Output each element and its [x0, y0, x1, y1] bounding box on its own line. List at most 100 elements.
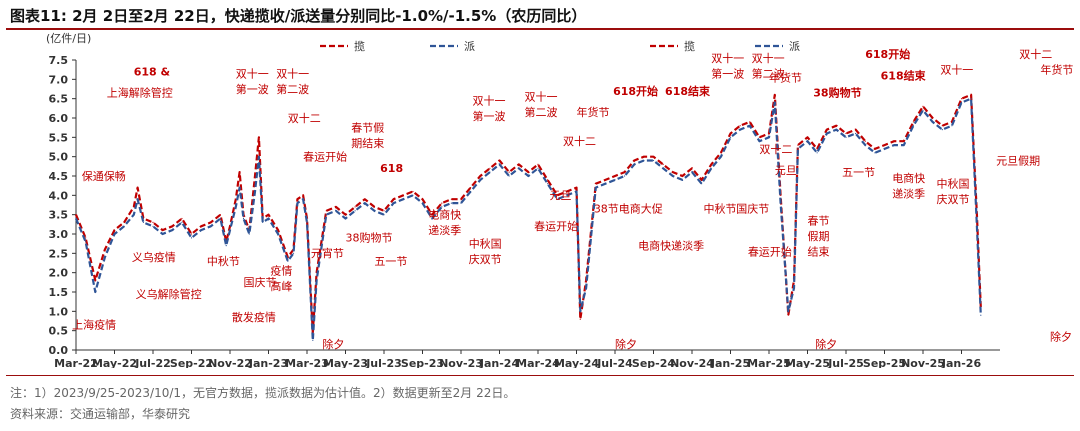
data-point	[595, 183, 597, 185]
data-point	[793, 287, 795, 289]
x-tick-label: Mar-22	[54, 357, 98, 368]
data-point	[229, 229, 231, 231]
data-point	[302, 194, 304, 196]
data-point	[739, 125, 741, 127]
data-point	[941, 129, 943, 131]
chart-annotation: 假期	[808, 229, 830, 243]
data-point	[729, 136, 732, 138]
chart-annotation: 电商快递淡季	[638, 238, 704, 252]
data-point	[219, 217, 221, 220]
data-point	[893, 140, 895, 142]
data-point	[479, 179, 481, 181]
data-point	[758, 136, 761, 138]
data-point	[691, 167, 693, 169]
data-point	[210, 221, 212, 223]
data-point	[137, 187, 139, 189]
chart-annotation: 除夕	[322, 337, 344, 351]
data-point	[566, 194, 568, 196]
chart-annotation: 38节电商大促	[594, 202, 663, 216]
chart-annotation: 双十二	[759, 142, 792, 156]
data-point	[826, 129, 828, 131]
chart-note: 注：1）2023/9/25-2023/10/1，无官方数据，揽派数据为估计值。2…	[10, 386, 516, 400]
data-point	[181, 221, 183, 223]
data-point	[826, 132, 828, 135]
chart-annotation: 38购物节	[813, 86, 861, 100]
data-point	[296, 198, 298, 200]
data-point	[547, 179, 549, 181]
data-point	[402, 194, 404, 196]
data-point	[537, 163, 539, 165]
chart-annotation: 期结束	[351, 137, 384, 150]
data-point	[479, 175, 481, 177]
data-point	[806, 136, 809, 138]
chart-annotation: 高峰	[270, 279, 292, 293]
data-point	[489, 167, 491, 169]
chart-annotation: 双十一	[940, 63, 973, 77]
data-point	[941, 125, 943, 127]
data-point	[932, 117, 934, 119]
data-point	[547, 183, 549, 185]
data-point	[325, 214, 327, 216]
data-point	[242, 217, 245, 220]
data-point	[460, 198, 462, 200]
data-point	[780, 202, 782, 204]
data-point	[652, 156, 655, 158]
x-tick-label: Jul-22	[134, 357, 171, 368]
data-point	[575, 190, 578, 193]
data-point	[662, 163, 664, 165]
x-tick-label: May-24	[554, 357, 599, 368]
data-point	[518, 167, 520, 169]
data-point	[845, 136, 847, 138]
chart-annotation: 五一节	[374, 255, 407, 268]
chart-source: 资料来源：交通运输部，华泰研究	[10, 407, 191, 421]
x-tick-label: Mar-24	[516, 357, 560, 368]
data-point	[171, 229, 173, 231]
data-point	[912, 121, 915, 123]
data-point	[604, 183, 607, 185]
data-point	[774, 101, 776, 104]
chart-annotation: 电商快	[428, 208, 461, 222]
data-point	[527, 171, 530, 173]
chart-annotation: 国庆节	[243, 275, 276, 289]
x-tick-label: Jan-23	[248, 357, 288, 368]
chart-annotation: 递淡季	[892, 186, 925, 200]
data-point	[758, 140, 761, 142]
data-point	[595, 187, 597, 189]
data-point	[287, 260, 289, 262]
data-point	[450, 198, 452, 200]
data-point	[94, 279, 96, 281]
data-point	[508, 175, 510, 177]
data-point	[123, 225, 125, 227]
x-tick-label: May-22	[92, 357, 137, 368]
data-point	[267, 214, 270, 216]
data-point	[710, 167, 712, 169]
y-tick-label: 1.5	[49, 286, 69, 299]
chart-annotation: 上海解除管控	[107, 86, 173, 100]
data-point	[787, 314, 789, 316]
data-point	[364, 198, 366, 200]
x-tick-label: Nov-22	[208, 357, 252, 368]
data-point	[662, 167, 664, 169]
y-tick-label: 6.5	[49, 93, 69, 106]
y-tick-label: 3.0	[49, 228, 69, 241]
data-point	[845, 132, 847, 135]
data-point	[970, 94, 972, 96]
chart-annotation: 庆双节	[469, 252, 502, 266]
legend-label: 派	[789, 40, 800, 53]
data-point	[412, 194, 414, 196]
data-point	[566, 190, 568, 193]
chart-annotation: 年货节	[769, 70, 802, 84]
chart-annotation: 春节假	[351, 121, 384, 135]
data-point	[768, 136, 770, 138]
data-point	[527, 175, 530, 177]
legend-label: 揽	[684, 40, 695, 53]
data-point	[624, 171, 626, 173]
line-chart: (亿件/日) 0.0 0.5 1.0 1.5 2.0 2.5 3.0 3.5 4.0 4.5 5.0 5…	[46, 32, 1073, 368]
data-point	[254, 190, 256, 193]
data-point	[239, 187, 241, 189]
chart-annotation: 电商快	[892, 171, 925, 185]
title-bar: 图表11: 2月 2日至2月 22日，快递揽收/派送量分别同比-1.0%/-1.…	[6, 4, 1074, 30]
y-tick-label: 6.0	[49, 112, 69, 125]
chart-annotation: 第一波	[236, 82, 269, 96]
divider	[6, 375, 1074, 376]
